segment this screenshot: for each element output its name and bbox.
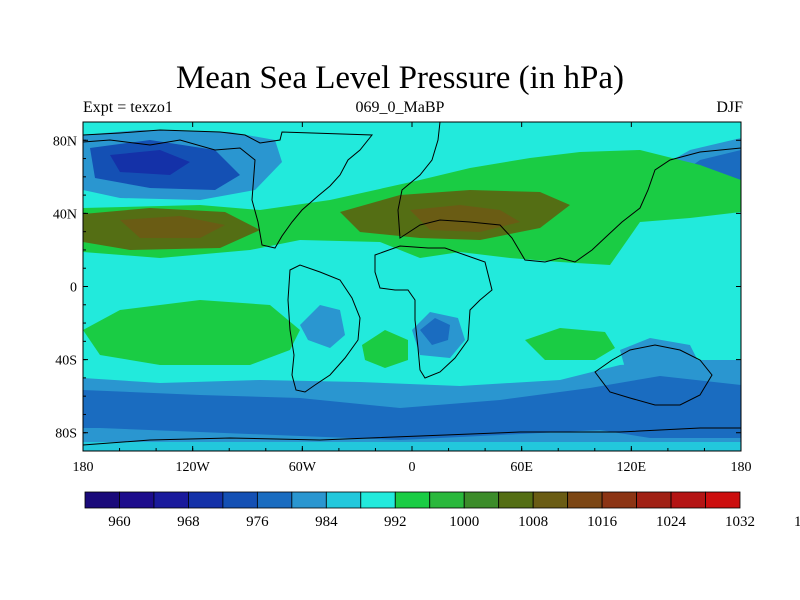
x-tick-label: 180: [731, 460, 752, 475]
colorbar: 960 968 976 984 992 1000 1008 1016 1024 1032 1040: [84, 491, 800, 530]
southern-africa-low-core: [420, 318, 450, 345]
colorbar-label: 976: [246, 514, 269, 530]
southern-ocean-deep-low: [83, 376, 741, 440]
y-tick-label: 40S: [55, 354, 77, 369]
colorbar-swatch: [532, 491, 569, 509]
south-atlantic-low: [300, 305, 345, 348]
colorbar-swatch: [360, 491, 396, 509]
colorbar-label: 968: [177, 514, 200, 530]
southern-high-center: [362, 330, 408, 368]
pressure-field: [83, 122, 741, 451]
colorbar-label: 1000: [449, 514, 479, 530]
season-label: DJF: [716, 99, 743, 116]
coastlines: [83, 122, 741, 446]
colorbar-label: 1040: [794, 514, 800, 530]
colorbar-swatch: [325, 491, 362, 509]
y-tick-label: 80N: [53, 134, 77, 149]
y-tick-label: 80S: [55, 427, 77, 442]
colorbar-swatch: [670, 491, 706, 509]
colorbar-label: 1024: [656, 514, 687, 530]
y-tick-label: 0: [70, 281, 77, 296]
southern-high-east: [525, 328, 615, 360]
eurasia-coast: [397, 122, 741, 263]
north-america-coast: [83, 129, 374, 249]
colorbar-label: 1016: [587, 514, 618, 530]
colorbar-swatch: [256, 491, 293, 509]
colorbar-swatch: [498, 491, 534, 509]
colorbar-swatch: [636, 491, 672, 509]
axes: 180 120W 60W 0 60E 120E 180 80N 40N 0 40S 80S: [53, 122, 752, 475]
colorbar-swatch: [291, 491, 327, 509]
x-tick-label: 120W: [176, 460, 211, 475]
colorbar-label: 1008: [518, 514, 548, 530]
colorbar-swatch: [567, 491, 603, 509]
run-label: 069_0_MaBP: [355, 99, 445, 116]
colorbar-swatch: [84, 491, 120, 509]
colorbar-label: 960: [108, 514, 131, 530]
high-core-east: [410, 205, 520, 232]
x-tick-label: 180: [73, 460, 94, 475]
southern-high-west: [83, 300, 300, 365]
colorbar-swatch: [119, 491, 155, 509]
colorbar-swatch: [463, 491, 500, 509]
high-core-west: [120, 216, 225, 238]
y-tick-label: 40N: [53, 207, 77, 222]
colorbar-swatch: [394, 491, 431, 509]
colorbar-swatch: [153, 491, 189, 509]
colorbar-swatch: [222, 491, 258, 509]
x-tick-label: 0: [409, 460, 416, 475]
colorbar-swatch: [188, 491, 224, 509]
colorbar-swatch: [705, 491, 741, 509]
x-tick-label: 120E: [617, 460, 647, 475]
colorbar-label: 1032: [725, 514, 755, 530]
antarctica-coast: [83, 427, 741, 446]
south-america-coast: [287, 264, 361, 393]
colorbar-swatch: [429, 491, 465, 509]
colorbar-swatch: [601, 491, 637, 509]
australia-coast: [594, 344, 713, 406]
experiment-label: Expt = texzo1: [83, 99, 173, 116]
x-tick-label: 60W: [289, 460, 317, 475]
africa-coast: [374, 245, 493, 379]
x-tick-label: 60E: [510, 460, 533, 475]
chart-title: Mean Sea Level Pressure (in hPa): [175, 60, 625, 96]
colorbar-label: 992: [384, 514, 407, 530]
colorbar-label: 984: [315, 514, 338, 530]
deepest-low-north: [110, 150, 190, 175]
